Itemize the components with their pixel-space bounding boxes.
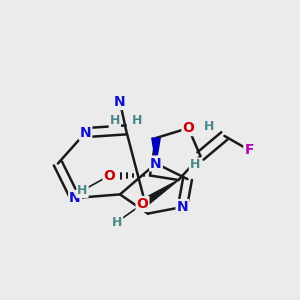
Text: F: F — [244, 143, 254, 157]
Text: H: H — [110, 114, 120, 127]
Text: O: O — [182, 121, 194, 135]
Polygon shape — [152, 138, 160, 164]
Polygon shape — [140, 180, 178, 208]
Text: N: N — [80, 126, 91, 140]
Text: N: N — [150, 157, 162, 170]
Text: N: N — [177, 200, 188, 214]
Text: H: H — [132, 114, 142, 127]
Text: H: H — [204, 119, 214, 133]
Text: N: N — [114, 95, 126, 109]
Text: O: O — [103, 169, 116, 182]
Text: H: H — [77, 184, 88, 197]
Text: H: H — [112, 215, 122, 229]
Text: N: N — [69, 191, 81, 205]
Text: H: H — [190, 158, 200, 172]
Text: O: O — [136, 197, 148, 211]
